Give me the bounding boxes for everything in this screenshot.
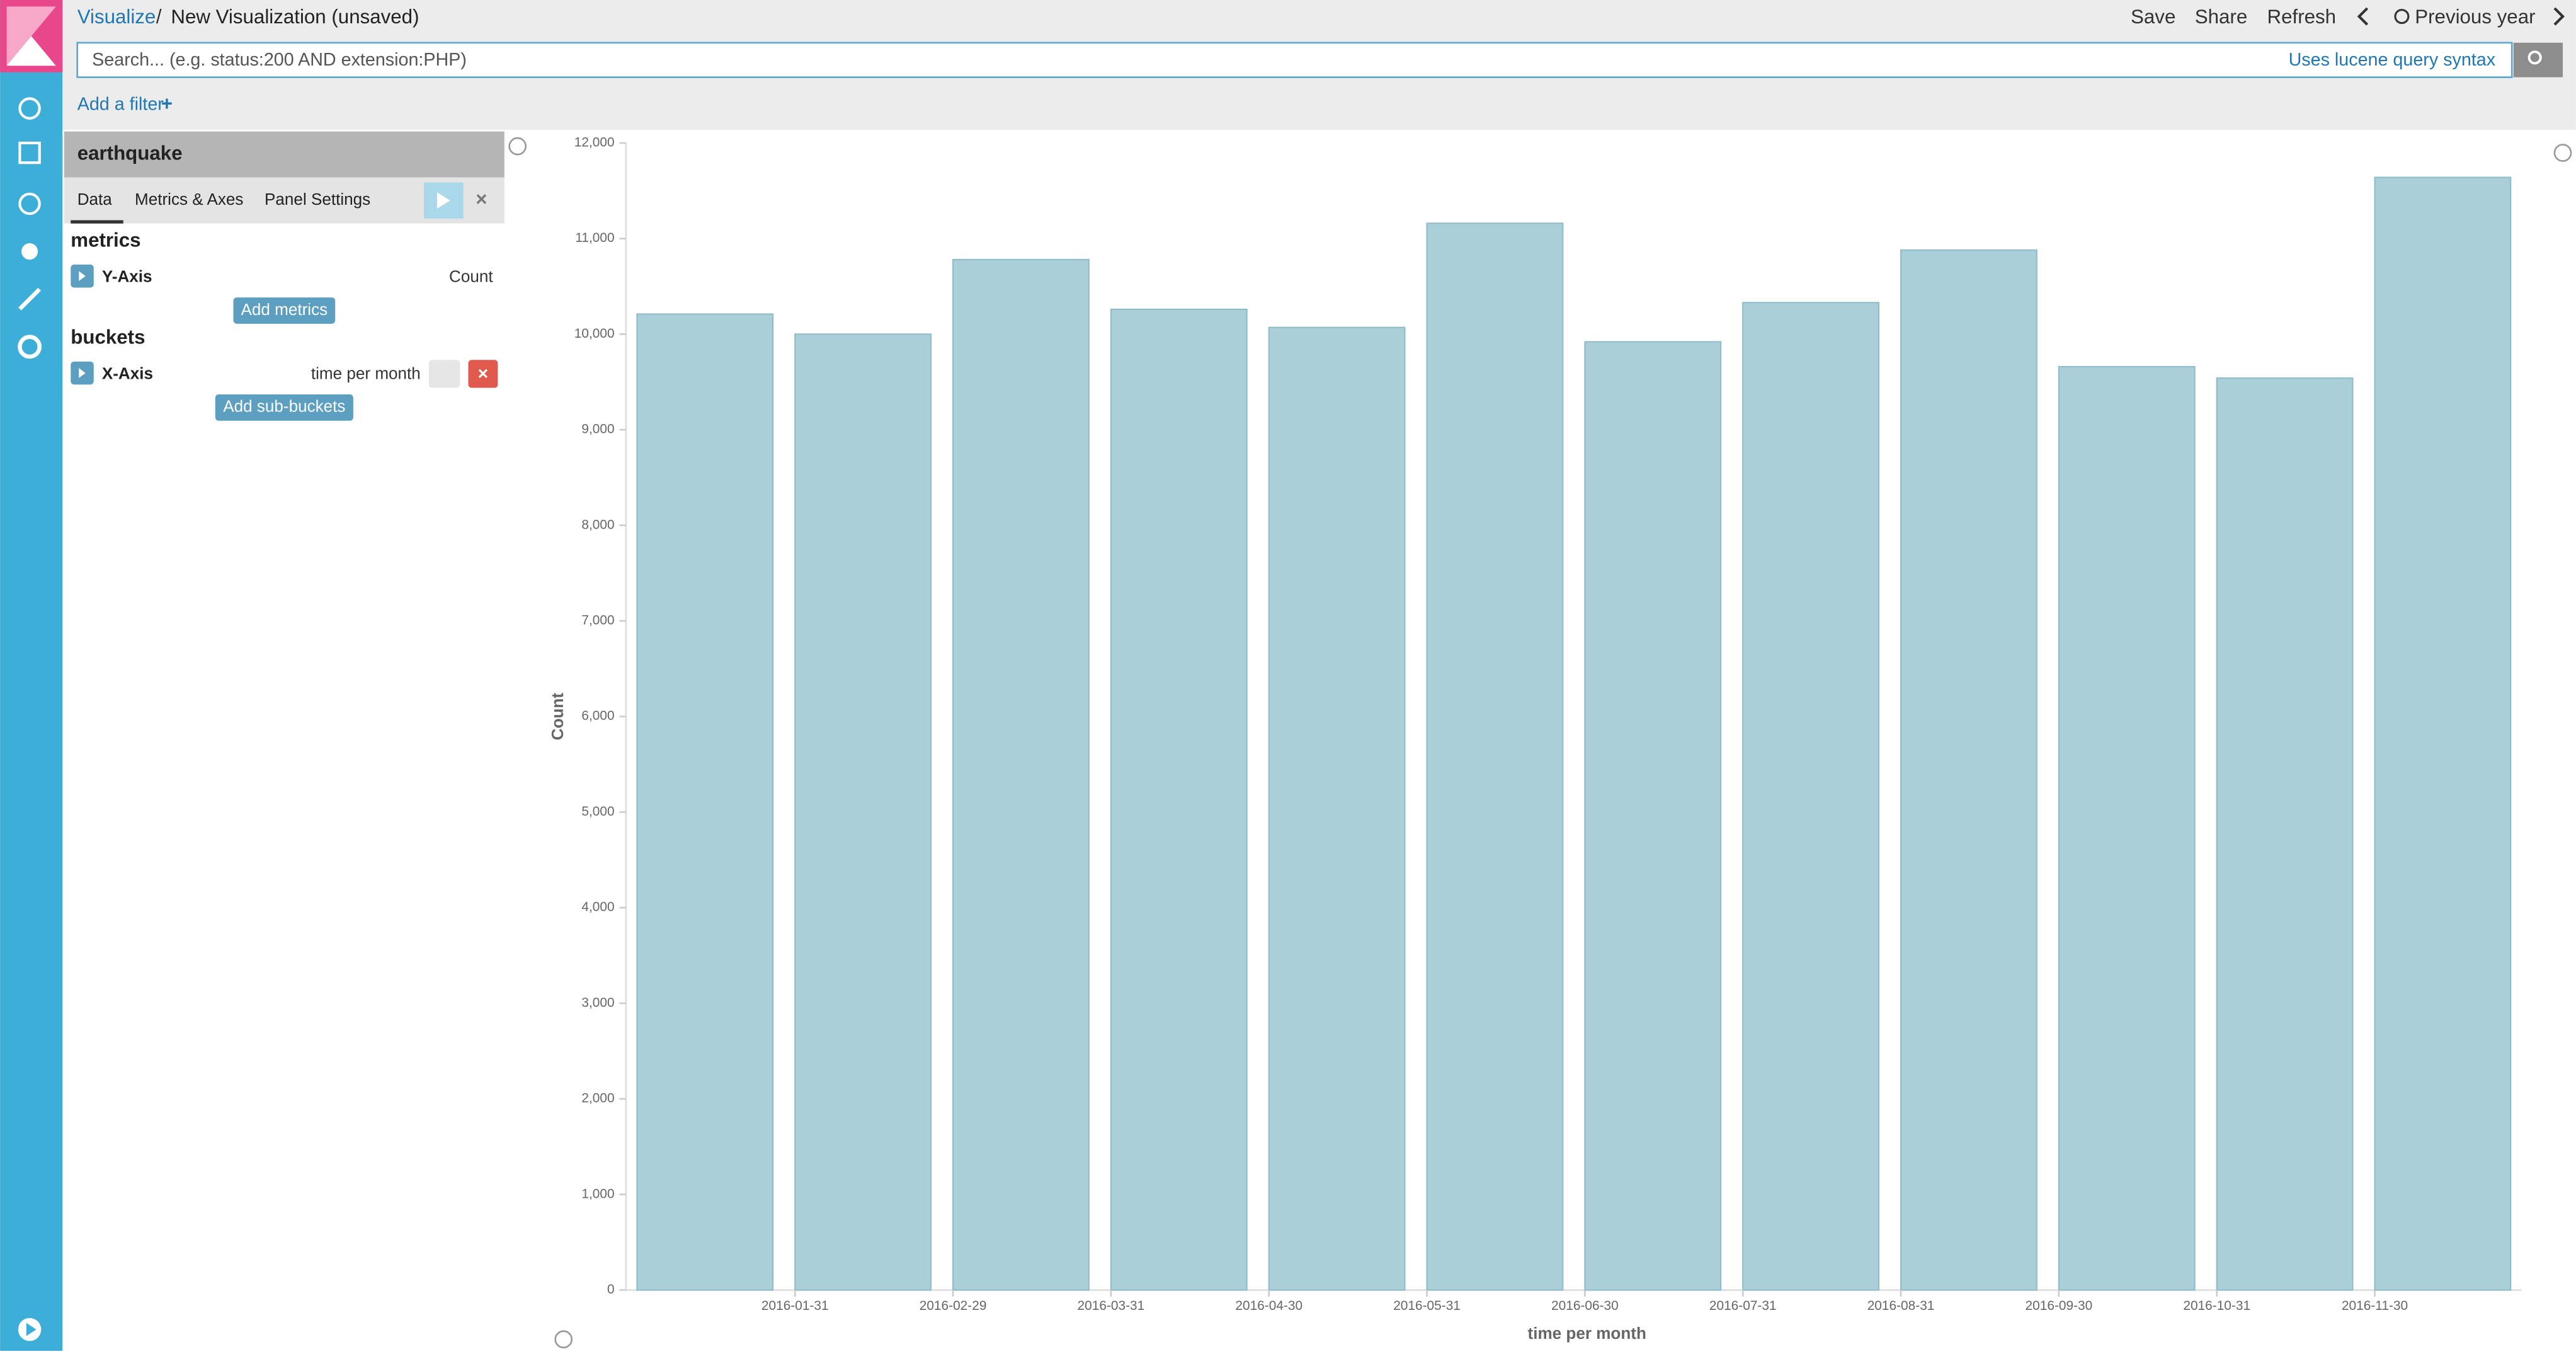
button-label: Add metrics [241, 300, 328, 319]
expand-arrow [79, 368, 86, 378]
y-tick-label: 9,000 [581, 422, 614, 437]
index-name: earthquake [77, 142, 183, 164]
syntax-link[interactable]: Uses lucene query syntax [2289, 50, 2496, 70]
time-back[interactable] [2357, 7, 2369, 26]
menu-item[interactable]: Save [2131, 6, 2175, 28]
logo-shape [6, 36, 56, 66]
add-filter[interactable]: Add a filter [77, 95, 164, 115]
time-picker[interactable]: Previous year [2415, 6, 2535, 28]
collapse-sidebar[interactable] [508, 137, 527, 156]
tab[interactable]: Metrics & Axes [135, 190, 243, 209]
y-tick-label: 6,000 [581, 709, 614, 723]
bar [952, 258, 1090, 1291]
settings-icon[interactable] [18, 335, 42, 359]
y-tick-label: 7,000 [581, 613, 614, 628]
breadcrumb-separator: / [156, 6, 162, 28]
time-forward[interactable] [2553, 7, 2565, 26]
agg-label: X-Axis [102, 364, 153, 383]
search-input[interactable] [76, 42, 2513, 78]
x-tick-label: 2016-10-31 [2183, 1299, 2250, 1313]
legend-toggle[interactable] [2553, 144, 2572, 162]
side-nav [0, 0, 63, 1351]
agg-label: Y-Axis [102, 267, 152, 286]
search-button[interactable] [2513, 42, 2563, 77]
y-axis-title: Count [548, 692, 567, 740]
y-tick-label: 2,000 [581, 1091, 614, 1106]
x-axis-title: time per month [1528, 1324, 1646, 1343]
agg-type: time per month [311, 364, 421, 383]
spy-toggle[interactable] [554, 1330, 573, 1349]
y-tick-label: 10,000 [574, 326, 615, 341]
y-tick-label: 4,000 [581, 900, 614, 914]
breadcrumb-link[interactable]: Visualize [77, 6, 156, 28]
x-tick-label: 2016-03-31 [1078, 1299, 1145, 1313]
search-icon [2528, 50, 2542, 65]
section-title: buckets [71, 326, 145, 348]
section-title: metrics [71, 229, 140, 251]
expand-arrow [79, 271, 86, 282]
x-tick-label: 2016-08-31 [1867, 1299, 1935, 1313]
remove-button[interactable] [468, 360, 498, 388]
tab[interactable]: Panel Settings [265, 190, 370, 209]
bar [794, 333, 932, 1291]
bar [1110, 308, 1248, 1291]
button-label: Add sub-buckets [223, 397, 345, 416]
index-header [64, 131, 504, 178]
dashboard-icon[interactable] [18, 192, 41, 215]
add-metrics-button[interactable] [233, 297, 336, 324]
y-tick-label: 8,000 [581, 517, 614, 532]
y-tick-label: 3,000 [581, 995, 614, 1010]
y-tick-label: 1,000 [581, 1186, 614, 1201]
clock-icon [2394, 9, 2410, 25]
visualize-icon[interactable] [18, 141, 41, 164]
x-tick-label: 2016-09-30 [2026, 1299, 2093, 1313]
search-placeholder: Search... (e.g. status:200 AND extension… [92, 50, 467, 70]
y-tick-label: 11,000 [575, 231, 614, 245]
x-tick-label: 2016-05-31 [1393, 1299, 1461, 1313]
apply-icon [436, 192, 450, 209]
menu-item[interactable]: Share [2195, 6, 2247, 28]
disable-toggle[interactable] [428, 360, 460, 388]
tab[interactable]: Data [77, 190, 113, 209]
y-tick-label: 5,000 [581, 804, 614, 818]
bar [1426, 222, 1564, 1291]
add-sub-buckets-button[interactable] [215, 394, 353, 421]
y-tick-label: 12,000 [574, 135, 615, 149]
bar [1584, 341, 1722, 1291]
collapse-arrow [26, 1322, 37, 1336]
x-tick-label: 2016-06-30 [1551, 1299, 1619, 1313]
agg-type: Count [449, 267, 493, 286]
devtools-icon[interactable] [18, 287, 42, 311]
x-tick-label: 2016-02-29 [920, 1299, 987, 1313]
menu-item[interactable]: Refresh [2267, 6, 2337, 28]
x-tick-label: 2016-01-31 [761, 1299, 829, 1313]
bar [1268, 326, 1406, 1291]
x-tick-label: 2016-07-31 [1709, 1299, 1777, 1313]
bar [2374, 176, 2512, 1291]
x-tick-label: 2016-04-30 [1235, 1299, 1302, 1313]
bar [1900, 249, 2037, 1291]
bar [636, 313, 774, 1291]
bar [2058, 365, 2196, 1291]
remove-icon: × [478, 364, 489, 384]
bar [2216, 377, 2354, 1291]
discover-icon[interactable] [18, 97, 41, 120]
breadcrumb-current: New Visualization (unsaved) [171, 6, 419, 28]
x-tick-label: 2016-11-30 [2342, 1299, 2408, 1313]
timelion-icon[interactable] [21, 243, 38, 260]
add-filter-plus[interactable]: + [161, 93, 173, 115]
bar [1742, 302, 1879, 1291]
y-tick-label: 0 [607, 1282, 615, 1297]
discard-button[interactable]: × [476, 188, 487, 210]
